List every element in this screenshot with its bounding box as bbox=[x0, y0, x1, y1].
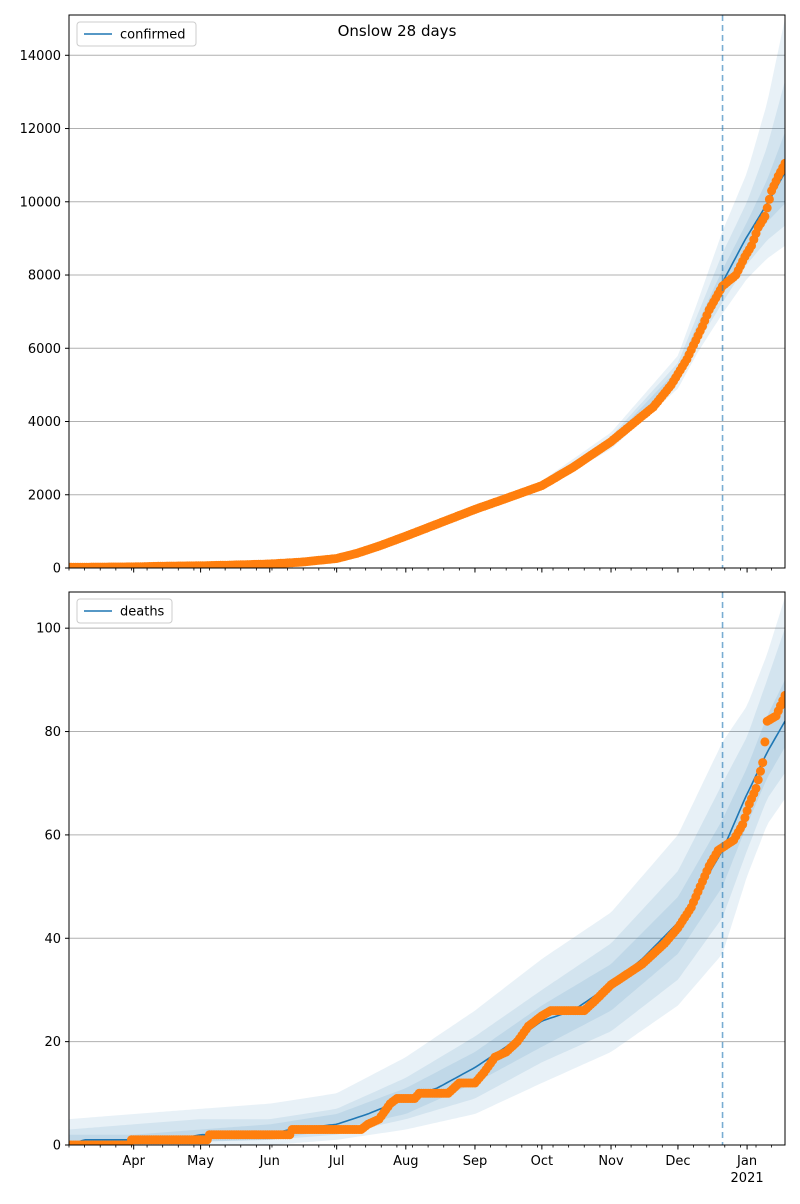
x-tick-label: Sep bbox=[463, 1154, 488, 1169]
confirmed-panel: 0 2000 4000 6000 8000 10000 12000 14000 confirme… bbox=[20, 14, 786, 577]
uncertainty-band-2 bbox=[69, 628, 785, 1145]
y-tick-label: 8000 bbox=[28, 269, 61, 284]
observed-point bbox=[740, 813, 750, 823]
observed-point bbox=[758, 758, 768, 768]
uncertainty-band-1 bbox=[69, 18, 785, 568]
deaths-panel: 0 20 40 60 80 100 Apr May Jun Jul Aug Sep Oct Nov Dec J… bbox=[36, 591, 786, 1186]
y-tick-label: 4000 bbox=[28, 415, 61, 430]
legend-label: confirmed bbox=[120, 28, 186, 43]
axes-frame bbox=[68, 591, 786, 1146]
y-tick-label: 100 bbox=[36, 622, 61, 637]
x-tick-label: Dec bbox=[665, 1154, 690, 1169]
observed-point bbox=[762, 203, 772, 213]
x-tick-label: Jul bbox=[328, 1154, 345, 1169]
uncertainty-band-1 bbox=[69, 597, 785, 1145]
observed-point bbox=[756, 766, 765, 776]
axes-frame bbox=[68, 14, 786, 569]
x-tick-label: May bbox=[187, 1154, 214, 1169]
observed-point bbox=[760, 737, 770, 747]
legend-box bbox=[76, 598, 173, 624]
y-tick-label: 80 bbox=[44, 725, 61, 740]
plot-area bbox=[69, 597, 785, 1145]
legend-box bbox=[76, 21, 197, 47]
x-tick-label: Nov bbox=[598, 1154, 624, 1169]
y-tick-label: 6000 bbox=[28, 342, 61, 357]
observed-point bbox=[760, 211, 770, 221]
figure-title: Onslow 28 days bbox=[338, 22, 457, 40]
observed-point bbox=[753, 775, 763, 785]
x-tick-sublabel: 2021 bbox=[731, 1171, 764, 1186]
x-tick-label: Apr bbox=[122, 1154, 145, 1169]
legend-label: deaths bbox=[120, 605, 165, 620]
x-tick-label: Oct bbox=[531, 1154, 553, 1169]
observed-point bbox=[780, 690, 785, 700]
x-tick-label: Aug bbox=[393, 1154, 418, 1169]
x-tick-label: Jun bbox=[259, 1154, 280, 1169]
y-tick-label: 60 bbox=[44, 828, 61, 843]
y-tick-label: 2000 bbox=[28, 488, 61, 503]
y-tick-label: 40 bbox=[44, 932, 61, 947]
y-tick-label: 12000 bbox=[20, 122, 61, 137]
observed-point bbox=[751, 783, 761, 793]
observed-point bbox=[738, 820, 748, 830]
observed-point bbox=[780, 158, 785, 168]
x-tick-label: Jan bbox=[736, 1154, 757, 1169]
y-tick-label: 0 bbox=[53, 562, 61, 577]
y-tick-label: 20 bbox=[44, 1035, 61, 1050]
y-tick-label: 10000 bbox=[20, 195, 61, 210]
plot-area bbox=[69, 18, 785, 568]
observed-point bbox=[742, 806, 752, 816]
y-tick-label: 14000 bbox=[20, 49, 61, 64]
uncertainty-band-3 bbox=[69, 132, 785, 568]
y-tick-label: 0 bbox=[53, 1139, 61, 1154]
observed-point bbox=[764, 194, 774, 204]
